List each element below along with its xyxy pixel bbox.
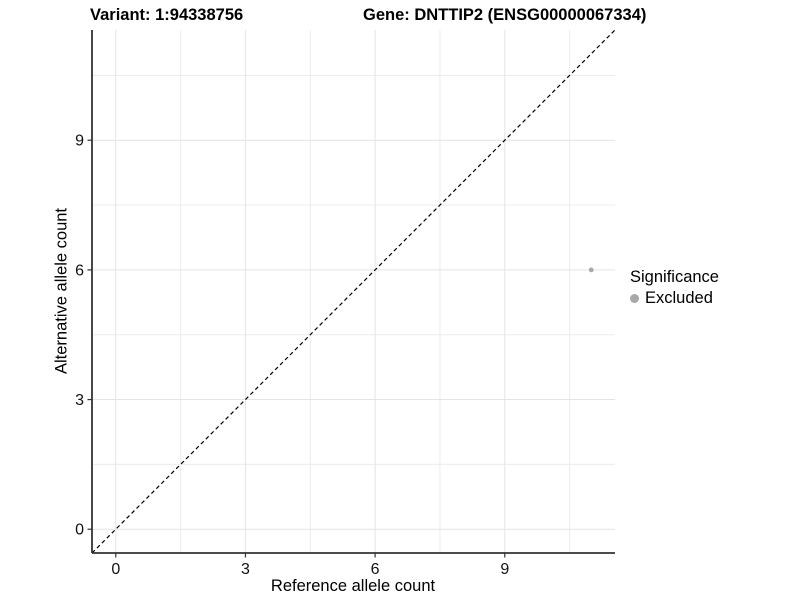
x-tick-label: 3 [241,561,250,578]
x-tick-label: 0 [111,561,120,578]
gene-title: Gene: DNTTIP2 (ENSG00000067334) [363,6,647,24]
x-tick-label: 9 [500,561,509,578]
variant-title: Variant: 1:94338756 [90,6,244,24]
legend-point-icon [630,294,639,303]
y-tick-label: 3 [75,392,84,409]
legend-title: Significance [630,268,719,286]
identity-line [91,29,616,554]
y-tick-label: 6 [75,262,84,279]
legend-item-excluded: Excluded [630,289,719,308]
y-axis-title: Alternative allele count [52,207,71,375]
legend-item-label: Excluded [645,289,713,307]
legend: Significance Excluded [630,268,719,308]
data-point-excluded [588,267,594,273]
x-tick-label: 6 [371,561,380,578]
y-tick-label: 9 [75,133,84,150]
y-tick-label: 0 [75,522,84,539]
x-axis-title: Reference allele count [270,577,436,595]
